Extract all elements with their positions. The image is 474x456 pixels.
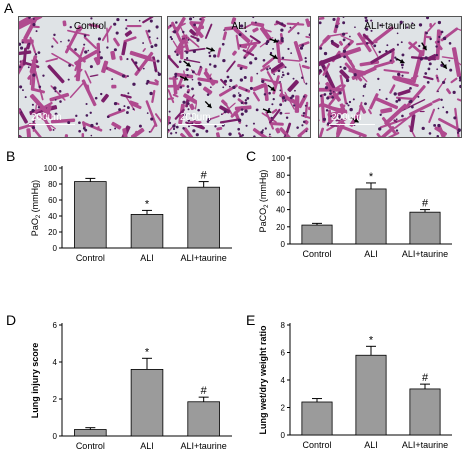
- y-axis-label: Lung wet/dry weight ratio: [258, 325, 268, 435]
- histology-image-ali: ALI 200um: [167, 16, 311, 138]
- scale-bar-line: [29, 124, 75, 125]
- y-tick-label: 80: [276, 171, 285, 180]
- scale-bar-label: 200um: [31, 112, 62, 123]
- bar-b: [74, 181, 107, 249]
- y-tick-label: 0: [281, 431, 286, 440]
- arrow-icon: [179, 75, 189, 81]
- y-tick-label: 6: [281, 349, 286, 358]
- arrow-icon: [267, 84, 276, 92]
- tissue-texture-control: [19, 17, 161, 137]
- y-tick-label: 100: [272, 154, 286, 163]
- bar-b: [187, 186, 220, 249]
- panel-letter-e: E: [246, 312, 256, 328]
- chart-e: 0 2 4 6 8 Lung wet/dry weight ratio Control * AL…: [258, 321, 452, 450]
- significance-mark: *: [369, 171, 374, 183]
- y-axis-label: PaO2 (mmHg): [30, 180, 42, 236]
- scale-bar-line: [329, 124, 375, 125]
- y-tick-label: 2: [53, 395, 58, 404]
- tissue-texture-ali: [168, 17, 310, 137]
- y-tick-label: 60: [48, 196, 57, 205]
- y-tick-label: 60: [276, 188, 285, 197]
- arrow-icon: [269, 53, 278, 60]
- x-tick-label: ALI: [140, 441, 154, 451]
- arrow-icon: [269, 38, 279, 43]
- significance-mark: *: [145, 198, 150, 210]
- significance-mark: #: [201, 385, 208, 397]
- bar-d: [74, 429, 107, 437]
- x-tick-label: Control: [76, 253, 105, 263]
- x-tick-label: Control: [76, 441, 105, 451]
- arrow-icon: [440, 61, 448, 70]
- panel-letter-c: C: [246, 148, 257, 164]
- arrow-icon: [206, 47, 215, 52]
- y-axis-label: Lung injury score: [30, 343, 40, 419]
- y-tick-label: 40: [48, 212, 57, 221]
- chart-d: 0 2 4 6 Lung injury score Control * ALI # ALI+tau…: [30, 321, 232, 451]
- y-tick-label: 8: [281, 321, 286, 330]
- y-tick-label: 6: [53, 321, 58, 330]
- significance-mark: #: [201, 170, 208, 182]
- tissue-texture-ali-taurine: [319, 17, 461, 137]
- arrow-icon: [204, 100, 213, 109]
- histology-title-ali-taurine: ALI+taurine: [364, 21, 416, 32]
- panel-letter-b: B: [6, 148, 16, 164]
- y-tick-label: 2: [281, 404, 286, 413]
- scale-bar-label: 200um: [180, 112, 211, 123]
- x-tick-label: ALI: [364, 249, 378, 259]
- y-tick-label: 4: [53, 358, 58, 367]
- y-tick-label: 100: [44, 164, 58, 173]
- x-tick-label: Control: [302, 440, 331, 450]
- bar-d: [130, 368, 164, 437]
- arrow-icon: [350, 117, 359, 123]
- panel-letter-a: A: [4, 0, 14, 16]
- bar-c: [355, 188, 387, 245]
- bar-d: [187, 401, 220, 437]
- x-tick-label: ALI+taurine: [181, 253, 227, 263]
- arrow-icon: [421, 42, 428, 51]
- significance-mark: *: [369, 334, 374, 346]
- bar-c: [409, 211, 441, 245]
- y-tick-label: 20: [48, 228, 57, 237]
- histology-title-control: Control: [73, 21, 107, 32]
- arrow-icon: [396, 58, 405, 64]
- significance-mark: #: [422, 198, 429, 210]
- scale-bar-label: 200um: [331, 112, 362, 123]
- x-tick-label: ALI: [364, 440, 378, 450]
- arrow-icon: [183, 60, 192, 68]
- x-tick-label: ALI+taurine: [181, 441, 227, 451]
- panel-letter-d: D: [6, 312, 17, 328]
- histology-image-control: Control 200um: [18, 16, 162, 138]
- arrow-icon: [262, 108, 272, 114]
- scale-bar-line: [178, 124, 224, 125]
- histology-title-ali: ALI: [231, 21, 247, 32]
- y-tick-label: 0: [53, 244, 58, 253]
- y-tick-label: 0: [53, 432, 58, 441]
- x-tick-label: Control: [302, 249, 331, 259]
- y-tick-label: 4: [281, 376, 286, 385]
- x-tick-label: ALI+taurine: [402, 440, 448, 450]
- bar-e: [409, 388, 441, 436]
- x-tick-label: ALI+taurine: [402, 249, 448, 259]
- y-tick-label: 20: [276, 223, 285, 232]
- y-axis-label: PaCO2 (mmHg): [258, 170, 270, 233]
- bar-e: [301, 401, 333, 436]
- y-tick-label: 80: [48, 180, 57, 189]
- bar-b: [130, 213, 164, 249]
- y-tick-label: 40: [276, 206, 285, 215]
- x-tick-label: ALI: [140, 253, 154, 263]
- bar-c: [301, 224, 333, 245]
- significance-mark: #: [422, 372, 429, 384]
- bar-e: [355, 354, 387, 436]
- significance-mark: *: [145, 346, 150, 358]
- y-tick-label: 0: [281, 240, 286, 249]
- histology-image-ali-taurine: ALI+taurine 200um: [318, 16, 462, 138]
